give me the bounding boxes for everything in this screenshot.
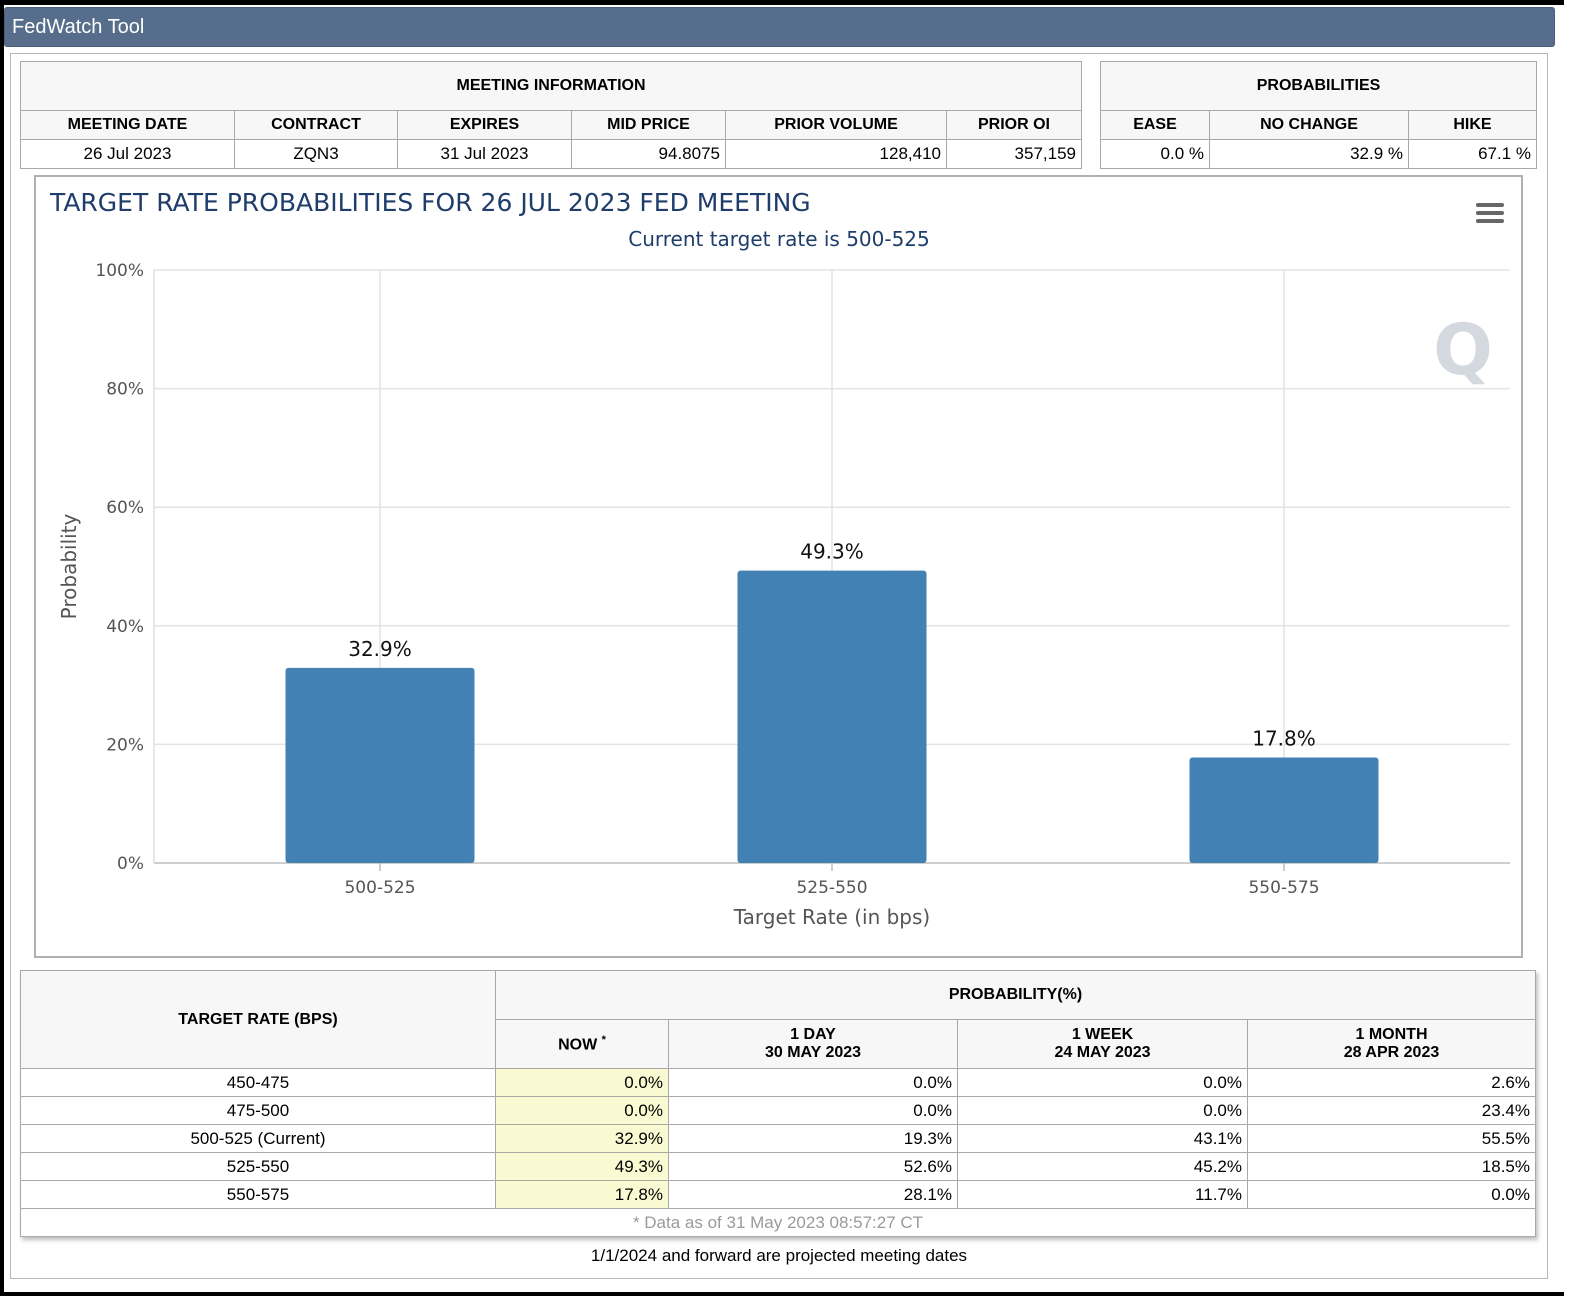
probability-cell: 52.6% xyxy=(668,1152,958,1181)
col-1-day: 1 DAY 30 MAY 2023 xyxy=(668,1019,958,1069)
y-tick-label: 40% xyxy=(106,617,144,637)
prior-volume-value: 128,410 xyxy=(725,139,947,169)
probability-chart: TARGET RATE PROBABILITIES FOR 26 JUL 202… xyxy=(34,175,1523,958)
rate-range-cell: 550-575 xyxy=(20,1180,496,1209)
probability-cell: 0.0% xyxy=(495,1096,669,1125)
probability-cell: 43.1% xyxy=(957,1124,1248,1153)
ease-value: 0.0 % xyxy=(1100,139,1210,169)
probability-cell: 11.7% xyxy=(957,1180,1248,1209)
col-1-month: 1 MONTH 28 APR 2023 xyxy=(1247,1019,1536,1069)
no-change-value: 32.9 % xyxy=(1209,139,1409,169)
col-hike: HIKE xyxy=(1408,110,1537,140)
chart-svg: TARGET RATE PROBABILITIES FOR 26 JUL 202… xyxy=(49,188,1510,929)
col-now: NOW * xyxy=(495,1019,669,1069)
chart-menu-icon[interactable] xyxy=(1476,203,1504,225)
probability-cell: 19.3% xyxy=(668,1124,958,1153)
col-expires: EXPIRES xyxy=(397,110,572,140)
table-row: 500-525 (Current) 32.9% 19.3% 43.1% 55.5% xyxy=(20,1124,1536,1153)
col-ease: EASE xyxy=(1100,110,1210,140)
rate-range-cell: 475-500 xyxy=(20,1096,496,1125)
probabilities-table: PROBABILITIES EASE NO CHANGE HIKE 0.0 % … xyxy=(1100,61,1537,169)
chart-title: TARGET RATE PROBABILITIES FOR 26 JUL 202… xyxy=(49,188,811,217)
y-axis-title: Probability xyxy=(57,513,81,619)
y-tick-label: 0% xyxy=(117,854,144,874)
target-rate-table: TARGET RATE (BPS) PROBABILITY(%) NOW * 1… xyxy=(20,970,1536,1237)
bar-550-575 xyxy=(1189,757,1379,863)
y-tick-label: 80% xyxy=(106,380,144,400)
probability-cell: 0.0% xyxy=(957,1096,1248,1125)
col-no-change: NO CHANGE xyxy=(1209,110,1409,140)
table-row: 525-550 49.3% 52.6% 45.2% 18.5% xyxy=(20,1152,1536,1181)
col-prior-volume: PRIOR VOLUME xyxy=(725,110,947,140)
prior-oi-value: 357,159 xyxy=(946,139,1082,169)
target-rate-header: TARGET RATE (BPS) xyxy=(20,970,496,1069)
watermark-q-icon: Q xyxy=(1433,309,1493,391)
probability-cell: 0.0% xyxy=(957,1068,1248,1097)
col-1-week: 1 WEEK 24 MAY 2023 xyxy=(957,1019,1248,1069)
mid-price-value: 94.8075 xyxy=(571,139,726,169)
x-tick-label: 550-575 xyxy=(1248,878,1319,898)
x-axis-title: Target Rate (in bps) xyxy=(733,905,930,929)
table-row: 550-575 17.8% 28.1% 11.7% 0.0% xyxy=(20,1180,1536,1209)
probability-cell: 55.5% xyxy=(1247,1124,1536,1153)
probability-cell: 49.3% xyxy=(495,1152,669,1181)
table-row: 475-500 0.0% 0.0% 0.0% 23.4% xyxy=(20,1096,1536,1125)
contract-value: ZQN3 xyxy=(234,139,398,169)
rate-range-cell: 450-475 xyxy=(20,1068,496,1097)
probability-cell: 0.0% xyxy=(668,1096,958,1125)
probability-cell: 17.8% xyxy=(495,1180,669,1209)
col-prior-oi: PRIOR OI xyxy=(946,110,1082,140)
x-tick-label: 525-550 xyxy=(796,878,867,898)
probability-cell: 23.4% xyxy=(1247,1096,1536,1125)
bar-data-label: 17.8% xyxy=(1252,726,1316,750)
expires-value: 31 Jul 2023 xyxy=(397,139,572,169)
probability-cell: 0.0% xyxy=(495,1068,669,1097)
bar-500-525 xyxy=(285,667,475,863)
y-tick-label: 60% xyxy=(106,498,144,518)
probability-cell: 45.2% xyxy=(957,1152,1248,1181)
probabilities-header: PROBABILITIES xyxy=(1100,61,1537,111)
meeting-info-header: MEETING INFORMATION xyxy=(20,61,1082,111)
col-meeting-date: MEETING DATE xyxy=(20,110,235,140)
bar-data-label: 32.9% xyxy=(348,637,412,661)
probability-cell: 32.9% xyxy=(495,1124,669,1153)
meeting-date-value: 26 Jul 2023 xyxy=(20,139,235,169)
tool-title-bar: FedWatch Tool xyxy=(4,7,1555,47)
bar-525-550 xyxy=(737,570,927,863)
chart-subtitle: Current target rate is 500-525 xyxy=(628,227,930,251)
meeting-info-table: MEETING INFORMATION MEETING DATE CONTRAC… xyxy=(20,61,1082,169)
probability-cell: 28.1% xyxy=(668,1180,958,1209)
probability-cell: 2.6% xyxy=(1247,1068,1536,1097)
hike-value: 67.1 % xyxy=(1408,139,1537,169)
data-timestamp-footnote: * Data as of 31 May 2023 08:57:27 CT xyxy=(20,1208,1536,1237)
bar-data-label: 49.3% xyxy=(800,540,864,564)
probability-cell: 0.0% xyxy=(1247,1180,1536,1209)
rate-range-cell: 525-550 xyxy=(20,1152,496,1181)
probability-cell: 0.0% xyxy=(668,1068,958,1097)
x-tick-label: 500-525 xyxy=(344,878,415,898)
rate-range-cell: 500-525 (Current) xyxy=(20,1124,496,1153)
probability-cell: 18.5% xyxy=(1247,1152,1536,1181)
projected-dates-note: 1/1/2024 and forward are projected meeti… xyxy=(590,1246,968,1265)
table-row: 450-475 0.0% 0.0% 0.0% 2.6% xyxy=(20,1068,1536,1097)
col-contract: CONTRACT xyxy=(234,110,398,140)
col-mid-price: MID PRICE xyxy=(571,110,726,140)
y-tick-label: 20% xyxy=(106,735,144,755)
tool-title: FedWatch Tool xyxy=(12,16,145,38)
probability-header: PROBABILITY(%) xyxy=(495,970,1536,1020)
y-tick-label: 100% xyxy=(95,261,144,281)
